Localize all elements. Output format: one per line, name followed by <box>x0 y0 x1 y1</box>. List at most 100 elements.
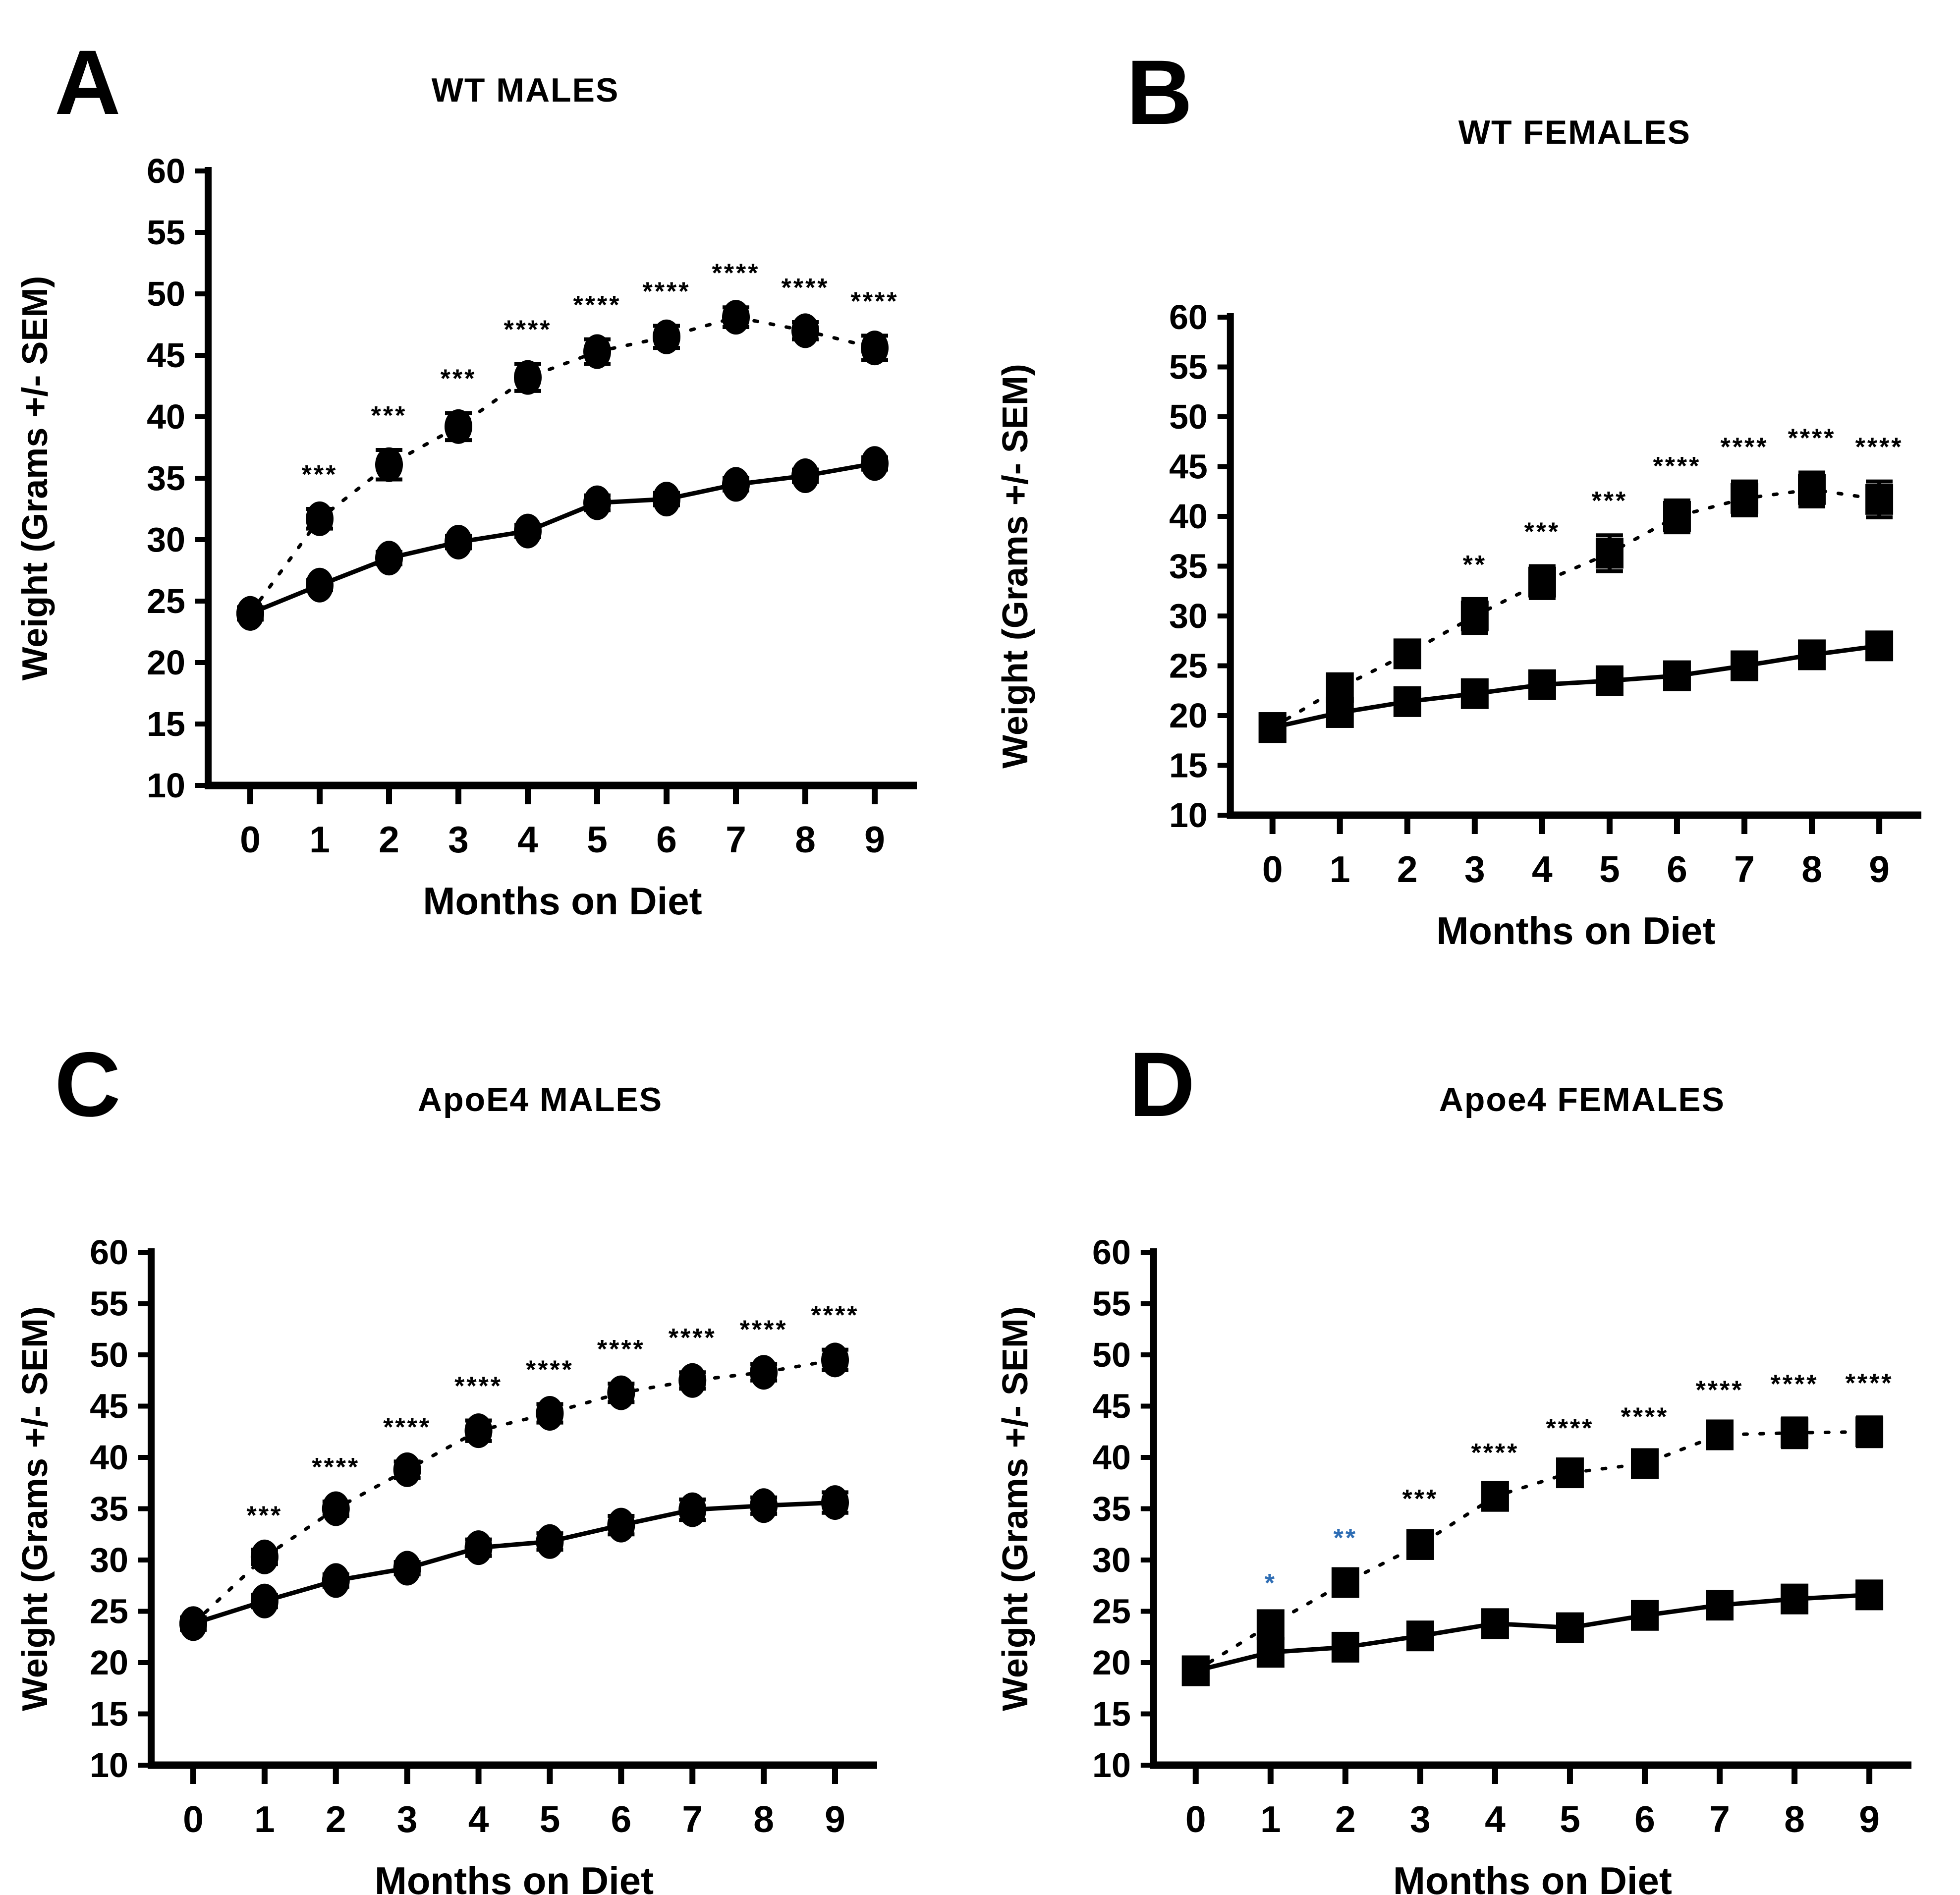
data-point-square <box>1460 678 1489 709</box>
y-tick-label: 10 <box>147 766 185 805</box>
data-point-circle <box>821 1342 849 1378</box>
significance-label: **** <box>526 1355 574 1384</box>
data-point-circle <box>179 1606 207 1641</box>
x-tick-label: 4 <box>468 1798 489 1840</box>
x-tick-label: 0 <box>1262 848 1283 890</box>
significance-label: **** <box>312 1453 360 1482</box>
data-point-square <box>1393 686 1421 717</box>
data-point-circle <box>445 409 472 444</box>
data-point-square <box>1406 1620 1434 1652</box>
significance-label: **** <box>1653 452 1701 481</box>
y-tick-label: 40 <box>90 1438 128 1477</box>
panel-c: C ApoE4 MALES 10 15 20 25 30 35 40 45 50 55 60 0 1 2 3 4 5… <box>0 948 980 1895</box>
y-tick-label: 10 <box>90 1746 128 1784</box>
data-point-square <box>1528 669 1556 700</box>
x-axis-label: Months on Diet <box>1393 1859 1672 1895</box>
data-point-square <box>1865 484 1894 515</box>
x-tick-label: 7 <box>682 1798 703 1840</box>
data-point-square <box>1331 1631 1359 1663</box>
x-tick-label: 9 <box>825 1798 845 1840</box>
x-tick-label: 0 <box>183 1798 204 1840</box>
significance-label: *** <box>1524 517 1561 546</box>
x-tick-label: 5 <box>1599 848 1620 890</box>
x-tick-label: 6 <box>611 1798 631 1840</box>
y-tick-label: 60 <box>147 152 185 190</box>
x-tick-label: 2 <box>1397 848 1418 890</box>
significance-label: **** <box>811 1301 859 1330</box>
y-tick-label: 15 <box>1169 746 1208 784</box>
y-tick-label: 60 <box>90 1233 128 1272</box>
data-point-circle <box>678 1492 707 1527</box>
solid-line-series-line <box>249 461 875 615</box>
dotted-line-series-line <box>248 315 877 615</box>
data-point-square <box>1406 1529 1434 1560</box>
x-tick-label: 6 <box>1634 1798 1655 1840</box>
x-tick-label: 9 <box>1859 1798 1880 1840</box>
y-tick-label: 35 <box>1092 1489 1131 1528</box>
y-tick-label: 50 <box>1092 1336 1131 1374</box>
data-point-square <box>1706 1419 1734 1450</box>
significance-label: **** <box>1471 1439 1519 1467</box>
y-tick-label: 20 <box>90 1643 128 1682</box>
significance-label: **** <box>712 259 760 287</box>
significance-label: *** <box>371 401 407 430</box>
y-tick-label: 15 <box>1092 1694 1131 1733</box>
y-tick-label: 45 <box>90 1387 128 1426</box>
x-tick-label: 1 <box>1260 1798 1281 1840</box>
y-tick-label: 15 <box>90 1695 128 1733</box>
data-point-circle <box>322 1491 350 1526</box>
data-point-square <box>1631 1448 1659 1479</box>
data-point-circle <box>536 1524 564 1559</box>
significance-label: *** <box>1402 1485 1439 1513</box>
x-tick-label: 2 <box>326 1798 346 1840</box>
y-tick-label: 25 <box>1169 646 1208 685</box>
y-tick-label: 50 <box>1169 397 1208 436</box>
significance-label: ** <box>1334 1524 1357 1553</box>
y-tick-label: 55 <box>147 213 185 252</box>
y-tick-label: 25 <box>1092 1592 1131 1630</box>
data-point-circle <box>607 1507 635 1543</box>
y-tick-label: 20 <box>147 643 185 682</box>
data-point-square <box>1258 712 1287 743</box>
data-point-square <box>1706 1590 1734 1621</box>
significance-label: **** <box>1855 433 1904 462</box>
x-tick-label: 4 <box>1532 848 1553 890</box>
significance-label: **** <box>669 1324 717 1352</box>
data-point-circle <box>583 334 611 369</box>
y-tick-label: 20 <box>1092 1643 1131 1682</box>
y-tick-label: 55 <box>1092 1284 1131 1323</box>
data-point-square <box>1663 660 1691 691</box>
significance-label: *** <box>302 460 338 489</box>
data-point-circle <box>750 1355 778 1390</box>
y-tick-label: 55 <box>90 1284 128 1323</box>
data-point-circle <box>750 1488 778 1523</box>
significance-label: *** <box>441 365 477 393</box>
y-tick-label: 35 <box>147 459 185 498</box>
data-point-square <box>1663 501 1691 532</box>
significance-label: **** <box>782 274 830 302</box>
panel-a: A WT MALES 10 15 20 25 30 35 40 45 50 55 60 0 1 2 3 4 5 6 7 8… <box>0 0 980 948</box>
y-tick-label: 30 <box>90 1541 128 1579</box>
data-point-circle <box>250 1583 279 1618</box>
data-point-circle <box>722 300 750 335</box>
data-point-circle <box>536 1395 564 1431</box>
x-tick-label: 5 <box>540 1798 560 1840</box>
data-point-circle <box>464 1413 493 1449</box>
x-tick-label: 3 <box>1410 1798 1431 1840</box>
y-tick-label: 20 <box>1169 696 1208 735</box>
significance-label: **** <box>1788 424 1836 453</box>
data-point-square <box>1481 1608 1509 1639</box>
solid-line-series-line <box>1195 1592 1870 1673</box>
data-point-circle <box>464 1530 493 1565</box>
x-axis-label: Months on Diet <box>375 1859 654 1895</box>
data-point-circle <box>678 1363 707 1398</box>
y-tick-label: 50 <box>90 1336 128 1374</box>
significance-label: **** <box>1696 1376 1744 1405</box>
data-point-square <box>1631 1600 1659 1631</box>
y-tick-label: 40 <box>1092 1438 1131 1477</box>
data-point-square <box>1256 1637 1285 1668</box>
data-point-circle <box>653 319 680 354</box>
data-point-square <box>1798 474 1826 505</box>
